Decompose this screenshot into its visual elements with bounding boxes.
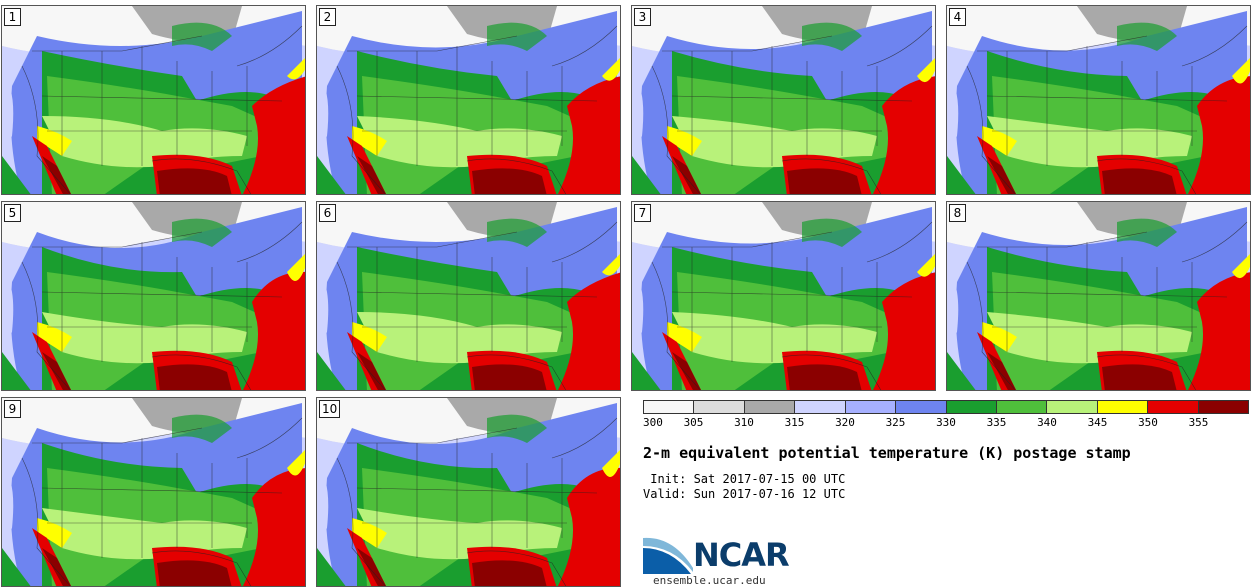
ensemble-member-panel[interactable]: 5 <box>1 201 306 391</box>
legend-tick-labels: 300 305 310 315 320 325 330 335 340 345 350 355 <box>643 414 1249 429</box>
legend-swatch <box>744 401 796 413</box>
legend-swatch <box>795 401 846 413</box>
ensemble-member-panel[interactable]: 10 <box>316 397 621 587</box>
legend-tick-label: 350 <box>1138 416 1158 429</box>
member-number: 3 <box>634 8 651 26</box>
member-number: 5 <box>4 204 21 222</box>
legend-swatch <box>1047 401 1098 413</box>
ensemble-member-panel[interactable]: 7 <box>631 201 936 391</box>
legend-swatch <box>1148 401 1199 413</box>
legend-swatch <box>946 401 997 413</box>
valid-time: Valid: Sun 2017-07-16 12 UTC <box>643 487 846 501</box>
legend-colorbar <box>643 400 1249 414</box>
member-number: 4 <box>949 8 966 26</box>
logo-url: ensemble.ucar.edu <box>653 574 766 587</box>
member-number: 10 <box>319 400 341 418</box>
ensemble-member-panel[interactable]: 6 <box>316 201 621 391</box>
legend-tick-label: 325 <box>885 416 906 429</box>
ensemble-member-panel[interactable]: 3 <box>631 5 936 195</box>
init-time: Init: Sat 2017-07-15 00 UTC <box>643 472 846 486</box>
legend-tick-label: 340 <box>1037 416 1057 429</box>
legend-tick-label: 300 <box>643 416 663 429</box>
legend-swatch <box>845 401 897 413</box>
ensemble-member-panel[interactable]: 1 <box>1 5 306 195</box>
legend-tick-label: 320 <box>835 416 855 429</box>
member-number: 2 <box>319 8 336 26</box>
member-number: 6 <box>319 204 336 222</box>
figure-title: 2-m equivalent potential temperature (K)… <box>643 444 1131 462</box>
member-number: 8 <box>949 204 966 222</box>
legend-tick-label: 305 <box>683 416 704 429</box>
legend-swatch <box>1097 401 1149 413</box>
ncar-logo: NCAR <box>643 532 803 584</box>
legend-tick-label: 330 <box>936 416 956 429</box>
legend-tick-label: 355 <box>1188 416 1209 429</box>
legend-swatch <box>694 401 745 413</box>
legend-tick-label: 315 <box>784 416 805 429</box>
legend-tick-label: 310 <box>734 416 754 429</box>
legend-tick-label: 345 <box>1087 416 1108 429</box>
logo-wordmark: NCAR <box>693 536 790 574</box>
member-number: 9 <box>4 400 21 418</box>
color-legend: 300 305 310 315 320 325 330 335 340 345 350 355 <box>643 400 1249 429</box>
legend-tick-label: 335 <box>986 416 1007 429</box>
legend-swatch <box>1198 401 1249 413</box>
legend-swatch <box>996 401 1048 413</box>
legend-swatch <box>896 401 947 413</box>
ensemble-member-panel[interactable]: 8 <box>946 201 1251 391</box>
ensemble-member-panel[interactable]: 4 <box>946 5 1251 195</box>
ncar-swoosh-icon <box>643 537 693 574</box>
ensemble-member-panel[interactable]: 9 <box>1 397 306 587</box>
ensemble-member-panel[interactable]: 2 <box>316 5 621 195</box>
member-number: 7 <box>634 204 651 222</box>
legend-swatch <box>644 401 695 413</box>
member-number: 1 <box>4 8 21 26</box>
